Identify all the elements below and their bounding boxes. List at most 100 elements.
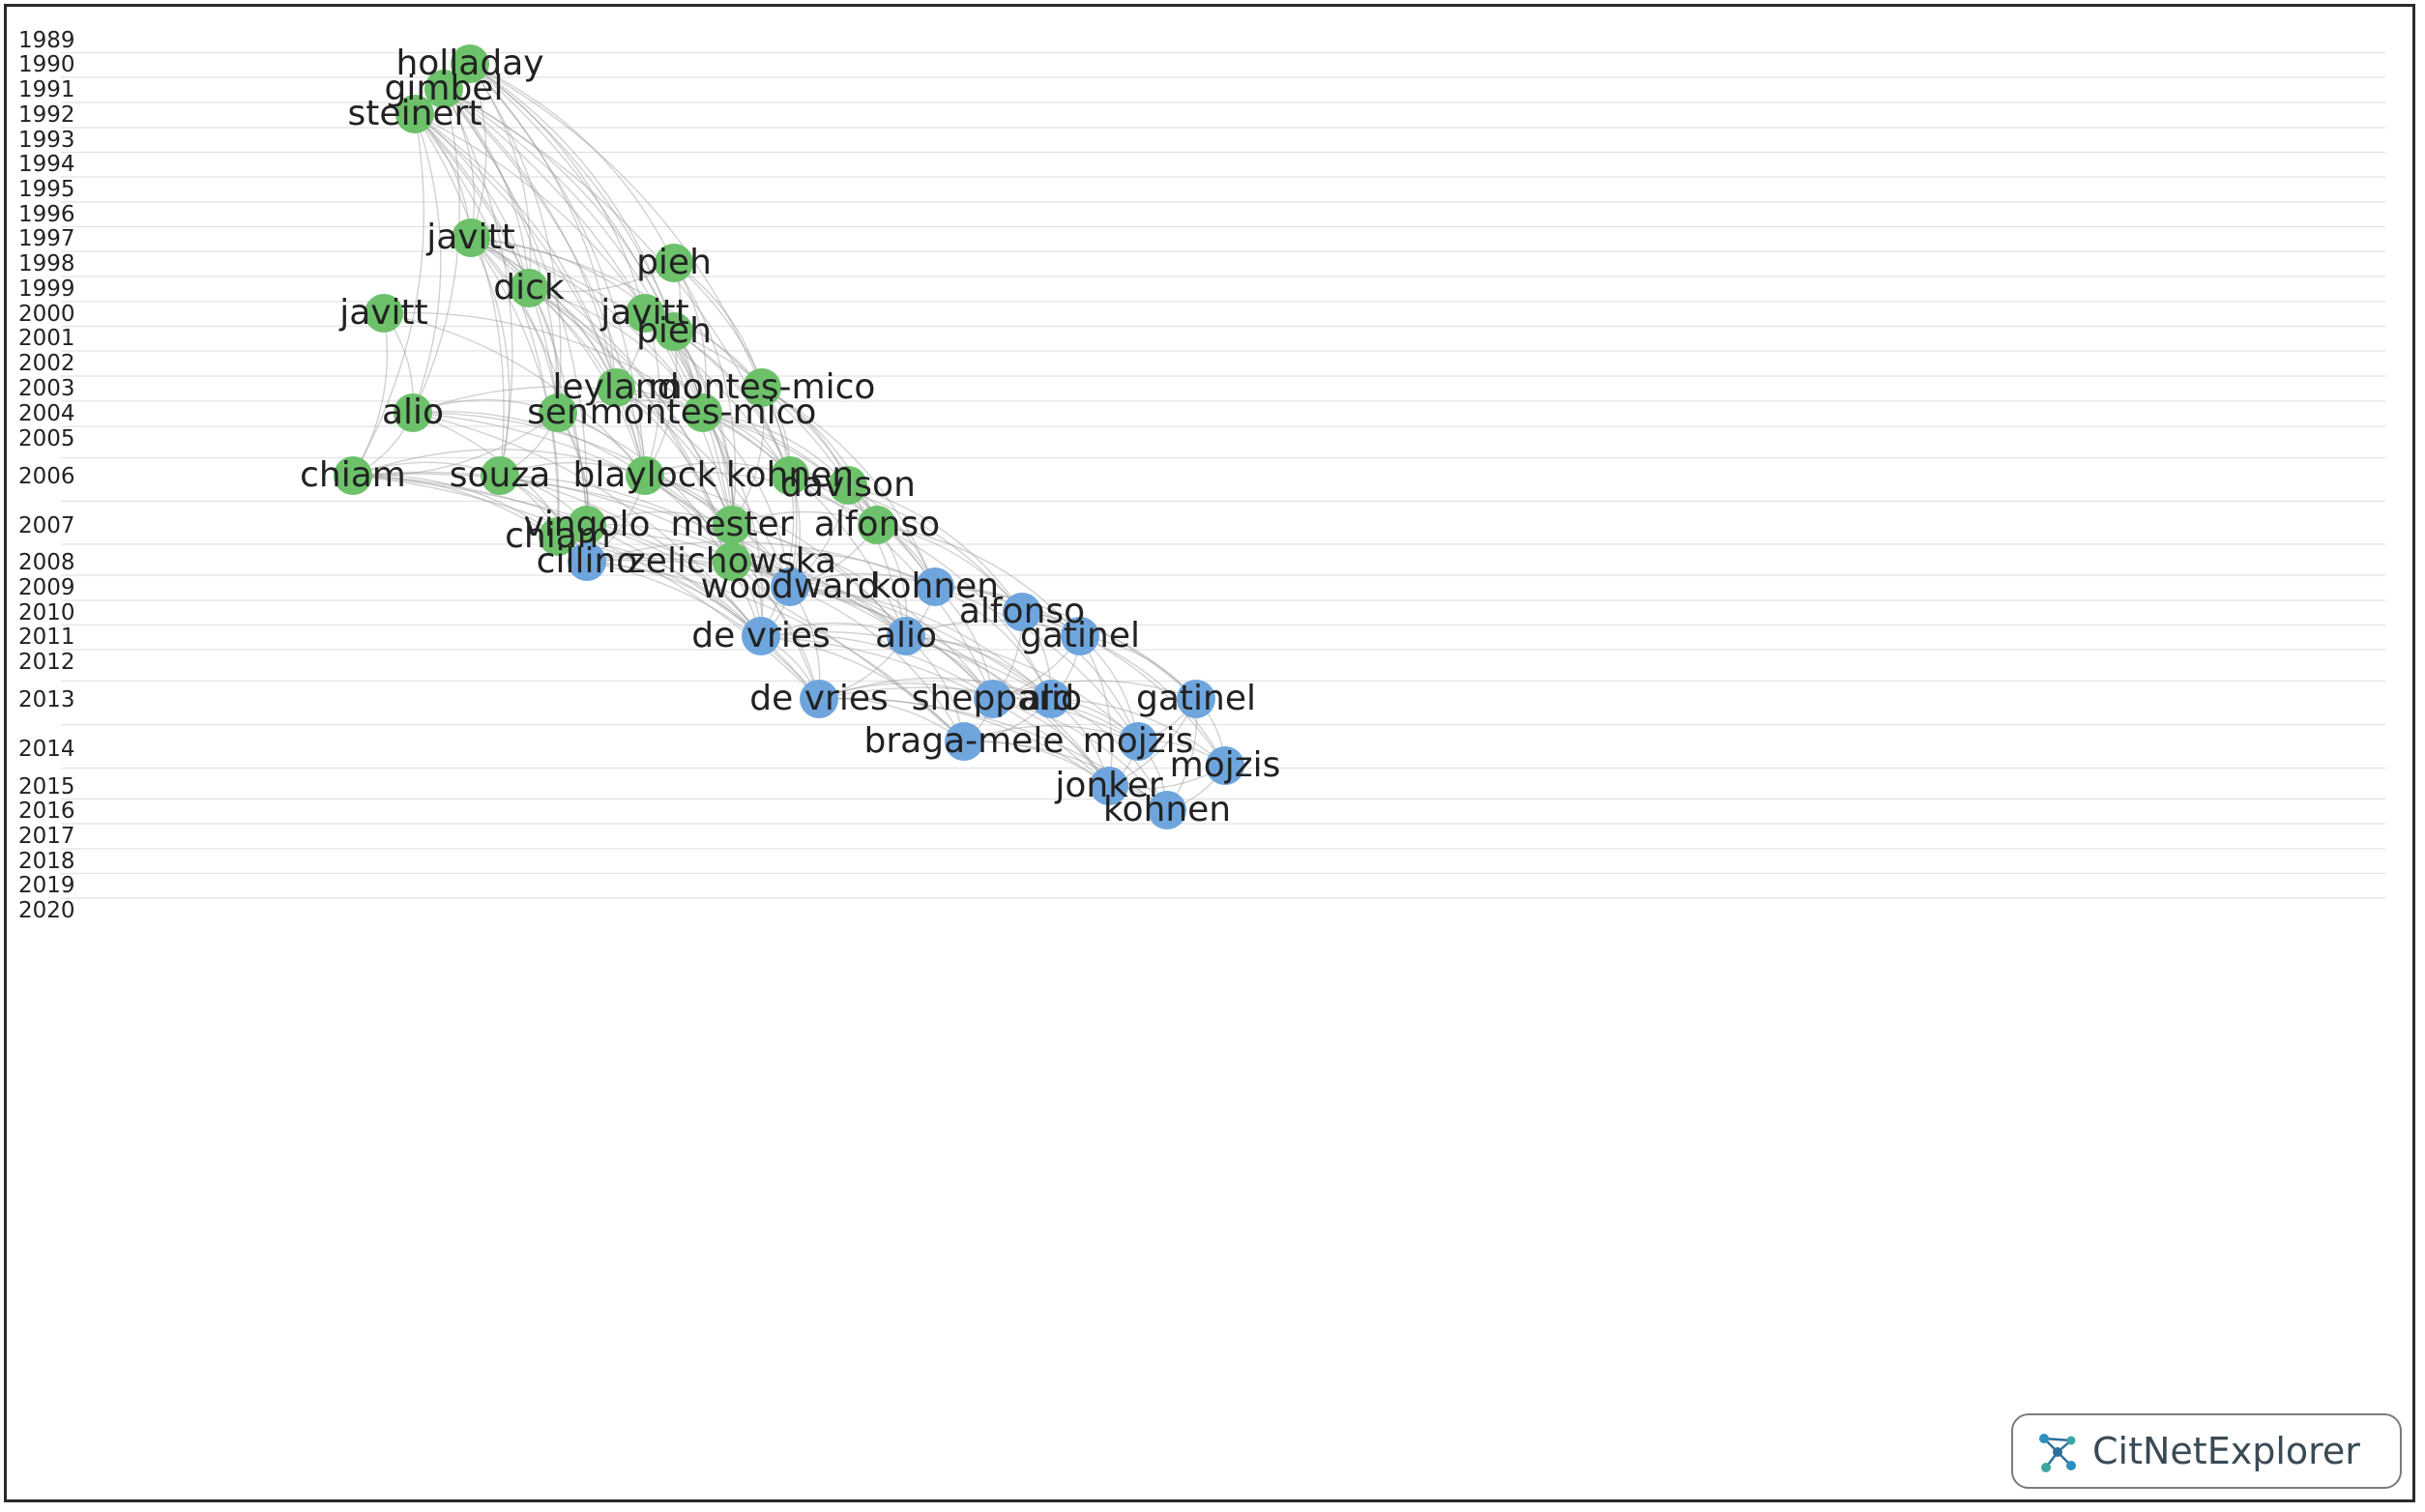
node-label: alio bbox=[382, 393, 444, 432]
year-label-1998: 1998 bbox=[18, 251, 75, 276]
citation-link bbox=[586, 561, 762, 637]
node-label: braga-mele bbox=[864, 721, 1065, 761]
citation-link bbox=[673, 262, 737, 526]
citation-link bbox=[352, 474, 559, 538]
node-label: mester bbox=[670, 505, 793, 544]
publication-node-montes-mico-2003[interactable] bbox=[743, 368, 781, 407]
publication-node-de-vries-2013[interactable] bbox=[800, 680, 838, 718]
citation-link bbox=[731, 524, 907, 637]
publication-node-kohnen-2009[interactable] bbox=[916, 567, 954, 606]
publication-node-alio-2013[interactable] bbox=[1032, 680, 1070, 718]
citation-link bbox=[412, 410, 646, 477]
publication-node-kohnen-2016[interactable] bbox=[1148, 791, 1186, 829]
publication-node-pieh-2001[interactable] bbox=[655, 312, 693, 351]
year-label-2005: 2005 bbox=[18, 426, 75, 451]
publication-node-holladay-1990[interactable] bbox=[451, 44, 489, 83]
citation-link bbox=[352, 475, 965, 742]
citation-link bbox=[1079, 635, 1226, 767]
publication-node-alio-2004[interactable] bbox=[394, 393, 432, 432]
citation-link bbox=[992, 680, 1197, 700]
publication-node-chiam-2007[interactable] bbox=[539, 517, 577, 556]
publication-node-alio-2011[interactable] bbox=[887, 617, 925, 655]
publication-node-montes-mico-2004[interactable] bbox=[684, 393, 722, 432]
publication-node-steinert-1992[interactable] bbox=[395, 95, 434, 133]
citation-link bbox=[469, 63, 617, 389]
network-logo-icon bbox=[2039, 1434, 2076, 1472]
publication-node-javitt-1997[interactable] bbox=[452, 218, 490, 257]
publication-node-mojzis-2014[interactable] bbox=[1119, 722, 1157, 761]
year-label-2006: 2006 bbox=[18, 464, 75, 489]
publication-node-zelichowska-2008[interactable] bbox=[713, 542, 751, 581]
citation-link bbox=[469, 63, 675, 333]
publication-node-davison-2006[interactable] bbox=[829, 466, 867, 505]
citation-link bbox=[414, 113, 704, 414]
citation-link bbox=[876, 524, 1023, 613]
citation-link bbox=[934, 586, 1052, 700]
publication-nodes[interactable] bbox=[334, 44, 1244, 829]
publication-node-kohnen-2006[interactable] bbox=[771, 456, 809, 495]
publication-node-jonker-2015[interactable] bbox=[1090, 767, 1128, 805]
year-label-2011: 2011 bbox=[18, 625, 75, 650]
node-label: montes-mico bbox=[649, 367, 876, 407]
citation-link bbox=[586, 557, 907, 637]
node-label: jonker bbox=[1054, 766, 1163, 805]
publication-node-blaylock-2006[interactable] bbox=[626, 456, 664, 495]
year-label-2001: 2001 bbox=[18, 326, 75, 351]
publication-node-javitt-2000[interactable] bbox=[626, 294, 664, 333]
publication-node-sen-2004[interactable] bbox=[539, 393, 577, 432]
year-label-1990: 1990 bbox=[18, 52, 75, 77]
publication-node-javitt-2000[interactable] bbox=[365, 294, 403, 333]
citation-link bbox=[789, 475, 994, 700]
publication-node-souza-2006[interactable] bbox=[481, 456, 519, 495]
node-label: dick bbox=[493, 268, 565, 307]
year-label-2020: 2020 bbox=[18, 898, 75, 923]
year-label-2008: 2008 bbox=[18, 550, 75, 575]
node-label: mojzis bbox=[1083, 721, 1194, 761]
citation-network[interactable]: 1989199019911992199319941995199619971998… bbox=[7, 7, 2412, 1499]
publication-node-mester-2007[interactable] bbox=[713, 506, 751, 544]
citation-link bbox=[469, 63, 562, 414]
citation-link bbox=[469, 63, 675, 264]
citation-link bbox=[470, 237, 733, 526]
node-labels: holladaygimbelsteinertjavittpiehdickjavi… bbox=[300, 44, 1280, 829]
citation-link bbox=[528, 287, 646, 477]
node-label: pieh bbox=[636, 311, 712, 351]
node-label: javitt bbox=[425, 218, 515, 257]
publication-node-gatinel-2013[interactable] bbox=[1177, 680, 1215, 718]
year-gridlines bbox=[61, 51, 2385, 899]
citation-link bbox=[443, 88, 704, 414]
year-label-1997: 1997 bbox=[18, 226, 75, 251]
citation-link bbox=[412, 386, 704, 414]
publication-node-alfonso-2010[interactable] bbox=[1003, 593, 1041, 631]
citation-link bbox=[963, 725, 1139, 742]
publication-node-de-vries-2011[interactable] bbox=[742, 617, 780, 655]
publication-node-alfonso-2007[interactable] bbox=[858, 506, 896, 544]
publication-node-sheppard-2013[interactable] bbox=[974, 680, 1012, 718]
publication-node-woodward-2009[interactable] bbox=[771, 567, 809, 606]
citation-link bbox=[499, 475, 762, 637]
publication-node-braga-mele-2014[interactable] bbox=[945, 722, 983, 761]
year-label-2013: 2013 bbox=[18, 687, 75, 712]
node-label: leyland bbox=[552, 367, 679, 407]
node-label: zelichowska bbox=[628, 541, 836, 581]
publication-node-leyland-2003[interactable] bbox=[597, 368, 635, 407]
publication-node-gatinel-2011[interactable] bbox=[1061, 617, 1099, 655]
publication-node-cillino-2008[interactable] bbox=[568, 542, 606, 581]
publication-node-chiam-2006[interactable] bbox=[334, 456, 372, 495]
publication-node-gimbel-1991[interactable] bbox=[424, 70, 463, 108]
citation-link bbox=[414, 113, 530, 289]
publication-node-vingolo-2007[interactable] bbox=[568, 506, 606, 544]
citation-link bbox=[731, 561, 994, 700]
node-label: kohnen bbox=[726, 455, 854, 495]
citation-link bbox=[528, 287, 704, 414]
publication-node-mojzis-2014[interactable] bbox=[1206, 746, 1244, 785]
publication-node-pieh-1998[interactable] bbox=[655, 244, 693, 282]
citation-link bbox=[847, 484, 1023, 613]
year-label-2015: 2015 bbox=[18, 774, 75, 800]
node-label: cillino bbox=[537, 541, 638, 581]
citation-link bbox=[414, 113, 617, 389]
node-label: kohnen bbox=[1103, 790, 1231, 829]
citation-link bbox=[789, 586, 1052, 700]
publication-node-dick-1999[interactable] bbox=[510, 269, 548, 307]
network-canvas[interactable]: 1989 1990 1991 1992 1993 1994 1995 1996 1997 1998… bbox=[4, 4, 2415, 1502]
